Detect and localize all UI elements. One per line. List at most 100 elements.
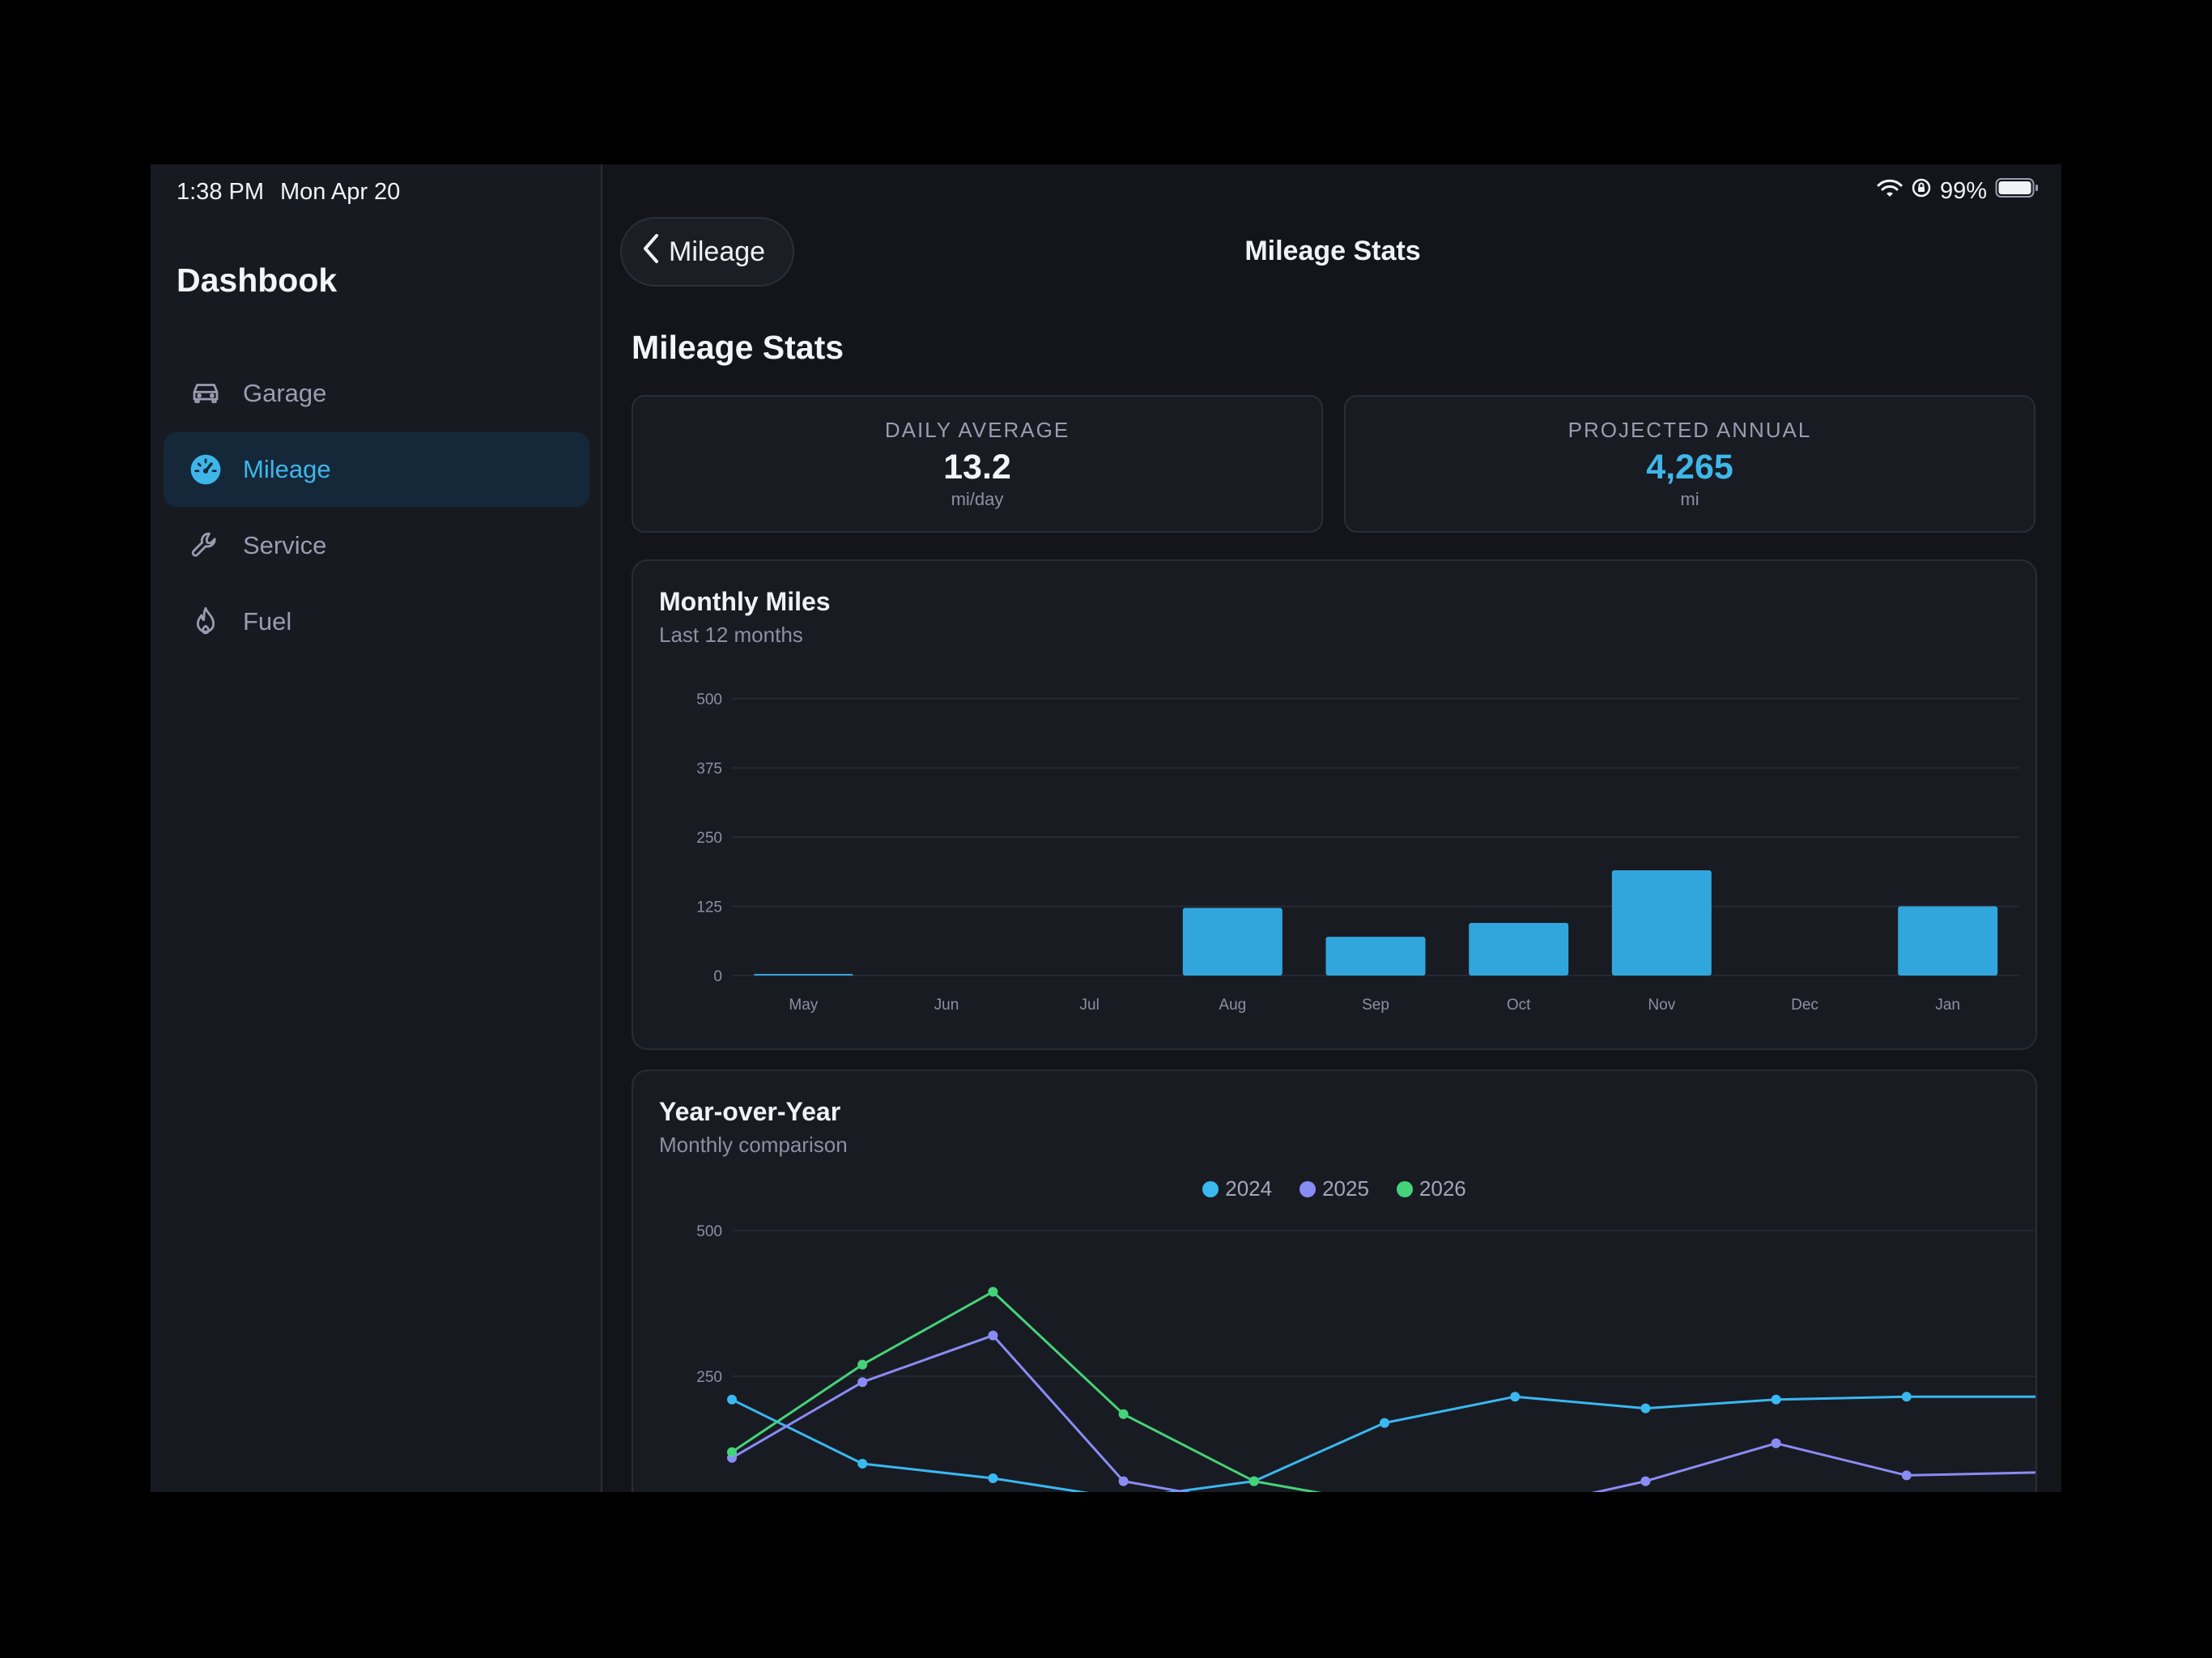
series-2024-point: [1380, 1418, 1389, 1428]
status-bar-right: 99%: [1877, 177, 2039, 205]
stat-unit: mi/day: [951, 489, 1004, 509]
legend-label: 2025: [1322, 1176, 1369, 1201]
x-tick-label: Dec: [1791, 997, 1819, 1014]
series-2025-point: [1901, 1470, 1912, 1481]
monthly-miles-chart: 0 125 250 375 500 May Jun Jul Aug Sep Oct Nov Dec Jan: [696, 691, 2019, 1014]
legend-item-2024: 2024: [1202, 1176, 1272, 1201]
app-title: Dashbook: [177, 261, 338, 299]
x-tick-label: Aug: [1219, 997, 1246, 1014]
year-over-year-chart: 250 500: [696, 1223, 2035, 1492]
series-2024-point: [988, 1473, 998, 1483]
y-tick-label: 375: [696, 761, 722, 778]
x-tick-label: Oct: [1507, 997, 1531, 1014]
chart-title: Monthly Miles: [659, 587, 831, 616]
speedometer-icon: [188, 452, 223, 487]
series-2025-point: [1771, 1438, 1781, 1448]
sidebar-item-label: Mileage: [243, 455, 331, 483]
legend-item-2025: 2025: [1300, 1176, 1369, 1201]
series-2026-point: [1118, 1409, 1129, 1419]
status-time: 1:38 PM Mon Apr 20: [177, 179, 416, 206]
series-2024-point: [857, 1459, 868, 1469]
year-over-year-card: 250 500 Year-over-Year Monthly comparison…: [632, 1069, 2037, 1492]
y-tick-label: 250: [696, 1369, 722, 1386]
y-tick-label: 500: [696, 691, 722, 708]
chart-subtitle: Monthly comparison: [659, 1133, 848, 1157]
x-tick-label: May: [789, 997, 818, 1014]
bar: [1325, 937, 1426, 976]
series-2026-point: [727, 1447, 737, 1457]
series-2024-point: [1901, 1392, 1912, 1402]
sidebar-nav: Garage Mileage Service Fuel: [164, 356, 589, 661]
series-2025-point: [857, 1377, 868, 1388]
orientation-lock-icon: [1911, 177, 1932, 205]
chart-legend: 2024 2025 2026: [633, 1176, 2035, 1201]
series-2026-line: [731, 1290, 1322, 1492]
status-clock: 1:38 PM: [177, 179, 264, 205]
bar: [1182, 908, 1283, 976]
series-2025-point: [1640, 1476, 1651, 1486]
series-2024-point: [1771, 1394, 1781, 1405]
battery-percent: 99%: [1939, 177, 1987, 204]
main-content: 99% Mileage Mileage Stats Mileage Stats …: [604, 164, 2061, 1492]
series-2024-point: [727, 1394, 737, 1405]
sidebar-item-service[interactable]: Service: [164, 508, 589, 583]
battery-icon: [1995, 177, 2039, 205]
sidebar-item-garage[interactable]: Garage: [164, 356, 589, 431]
flame-icon: [188, 604, 223, 640]
bar: [1898, 906, 1998, 976]
sidebar-item-label: Service: [243, 531, 327, 559]
x-tick-label: Sep: [1362, 997, 1389, 1014]
series-2026-point: [857, 1359, 868, 1370]
daily-average-card: DAILY AVERAGE 13.2 mi/day: [632, 395, 1323, 533]
monthly-miles-card: 0 125 250 375 500 May Jun Jul Aug Sep Oct Nov Dec Jan…: [632, 559, 2037, 1050]
series-2026-point: [988, 1286, 998, 1297]
back-button-label: Mileage: [669, 236, 766, 267]
x-tick-label: Jun: [934, 997, 959, 1014]
bar: [753, 974, 853, 976]
back-button[interactable]: Mileage: [620, 217, 795, 287]
y-tick-label: 500: [696, 1223, 722, 1240]
series-2024-point: [1640, 1403, 1651, 1414]
series-2026-point: [1249, 1476, 1259, 1486]
legend-swatch: [1202, 1180, 1219, 1197]
wrench-icon: [188, 528, 223, 563]
chevron-left-icon: [641, 233, 661, 271]
chart-subtitle: Last 12 months: [659, 623, 803, 647]
bar: [1611, 870, 1712, 976]
series-2025-line: [731, 1334, 2035, 1492]
page-title: Mileage Stats: [632, 329, 844, 366]
navigation-title: Mileage Stats: [1244, 236, 1421, 266]
legend-swatch: [1300, 1180, 1317, 1197]
x-tick-label: Jan: [1935, 997, 1960, 1014]
stat-value: 4,265: [1646, 448, 1733, 487]
x-tick-label: Nov: [1648, 997, 1675, 1014]
series-2025-point: [988, 1330, 998, 1341]
legend-item-2026: 2026: [1396, 1176, 1466, 1201]
sidebar-item-fuel[interactable]: Fuel: [164, 585, 589, 659]
legend-label: 2026: [1419, 1176, 1466, 1201]
stat-label: DAILY AVERAGE: [884, 418, 1070, 442]
sidebar-item-label: Fuel: [243, 607, 292, 636]
legend-label: 2024: [1225, 1176, 1273, 1201]
car-icon: [188, 376, 223, 411]
y-tick-label: 250: [696, 830, 722, 847]
wifi-icon: [1877, 178, 1903, 205]
projected-annual-card: PROJECTED ANNUAL 4,265 mi: [1344, 395, 2035, 533]
series-2024-line: [731, 1395, 2035, 1492]
x-tick-label: Jul: [1080, 997, 1100, 1014]
chart-title: Year-over-Year: [659, 1097, 841, 1126]
sidebar: 1:38 PM Mon Apr 20 Dashbook Garage Mileag…: [151, 164, 602, 1492]
series-2025-point: [1118, 1476, 1129, 1486]
status-date: Mon Apr 20: [280, 179, 401, 205]
stat-unit: mi: [1680, 489, 1699, 509]
legend-swatch: [1396, 1180, 1413, 1197]
bar: [1469, 923, 1569, 976]
stat-label: PROJECTED ANNUAL: [1568, 418, 1812, 442]
y-tick-label: 125: [696, 899, 722, 916]
series-2024-point: [1510, 1392, 1521, 1402]
app-screen: 1:38 PM Mon Apr 20 Dashbook Garage Mileag…: [151, 164, 2061, 1492]
stat-value: 13.2: [943, 448, 1011, 487]
sidebar-item-mileage[interactable]: Mileage: [164, 432, 589, 507]
sidebar-item-label: Garage: [243, 379, 327, 407]
y-tick-label: 0: [713, 968, 722, 985]
